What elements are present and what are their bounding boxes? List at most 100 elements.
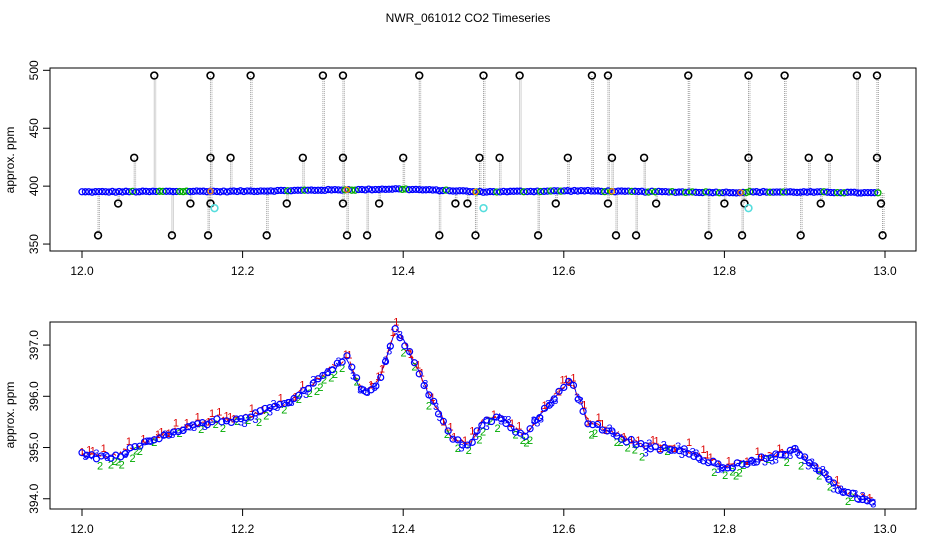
spike-point-357 bbox=[342, 231, 352, 240]
baseline-point bbox=[270, 187, 278, 195]
baseline-point-flag bbox=[207, 188, 214, 195]
point-label: 1 bbox=[585, 417, 591, 429]
trend-point bbox=[507, 424, 515, 432]
baseline-point bbox=[169, 187, 177, 196]
baseline-point bbox=[530, 188, 538, 196]
baseline-point bbox=[520, 188, 528, 196]
trend-point bbox=[839, 488, 847, 497]
trend-point bbox=[748, 456, 756, 464]
point-label: 2 bbox=[198, 424, 204, 436]
point-label: 1 bbox=[509, 418, 515, 430]
point-label: 2 bbox=[455, 443, 461, 455]
bottom-y-axis: 394.0 395.0 396.0 397.0 bbox=[27, 330, 50, 514]
bottom-y-tick-label: 397.0 bbox=[27, 330, 41, 360]
baseline-point bbox=[95, 187, 103, 196]
baseline-point bbox=[756, 188, 764, 197]
point-label: 3 bbox=[856, 494, 862, 506]
point-label: 2 bbox=[296, 394, 302, 406]
point-label: 3 bbox=[180, 425, 186, 437]
bottom-x-tick-label: 12.4 bbox=[392, 522, 416, 536]
baseline-point bbox=[793, 188, 801, 197]
baseline-point bbox=[246, 187, 255, 195]
trend-point bbox=[377, 373, 385, 382]
baseline-point bbox=[543, 187, 552, 195]
baseline-point bbox=[574, 187, 582, 195]
trend-point bbox=[309, 379, 317, 387]
top-spike-lines bbox=[97, 75, 885, 236]
trend-point bbox=[820, 469, 828, 477]
point-label: 3 bbox=[242, 418, 248, 430]
baseline-point bbox=[321, 186, 329, 195]
point-label: 1 bbox=[628, 435, 634, 447]
trend-point bbox=[184, 423, 192, 431]
baseline-point bbox=[408, 185, 417, 194]
baseline-point bbox=[351, 186, 359, 194]
baseline-point bbox=[375, 185, 383, 194]
spike-point-385 bbox=[206, 199, 215, 208]
trend-point bbox=[141, 438, 149, 446]
baseline-point bbox=[668, 188, 676, 196]
point-label: 2 bbox=[798, 460, 804, 472]
spike-point-425 bbox=[804, 153, 813, 162]
trend-point bbox=[598, 426, 606, 434]
point-label: 2 bbox=[115, 456, 121, 468]
spike-point-high bbox=[246, 71, 255, 80]
baseline-point-flag bbox=[608, 188, 616, 195]
point-label: 1 bbox=[195, 412, 201, 424]
baseline-point bbox=[91, 188, 100, 196]
point-label: 1 bbox=[393, 317, 399, 329]
baseline-point bbox=[395, 185, 403, 193]
baseline-point bbox=[182, 187, 191, 195]
spike-point-425 bbox=[872, 153, 882, 162]
baseline-point bbox=[85, 188, 93, 196]
point-label: 2 bbox=[711, 467, 717, 479]
bottom-y-axis-label: approx. ppm bbox=[3, 382, 17, 449]
spike-point-425 bbox=[495, 153, 504, 162]
trend-point bbox=[121, 449, 129, 458]
trend-point bbox=[328, 366, 337, 374]
point-label: 2 bbox=[588, 430, 594, 442]
trend-point bbox=[396, 334, 404, 342]
point-label: 3 bbox=[382, 355, 388, 367]
baseline-point bbox=[152, 187, 160, 196]
trend-point bbox=[131, 442, 139, 451]
trend-point bbox=[290, 394, 298, 403]
trend-point bbox=[791, 444, 799, 453]
baseline-point bbox=[483, 188, 491, 196]
trend-point bbox=[550, 395, 558, 403]
point-label: 2 bbox=[740, 460, 746, 472]
point-label: 3 bbox=[83, 451, 89, 463]
baseline-point bbox=[746, 187, 754, 196]
baseline-point bbox=[118, 188, 127, 196]
bottom-x-axis: 12.0 12.2 12.4 12.6 12.8 13.0 bbox=[70, 509, 897, 536]
baseline-point bbox=[830, 189, 838, 197]
point-label: 3 bbox=[325, 366, 331, 378]
point-label: 3 bbox=[679, 449, 685, 461]
point-label: 2 bbox=[256, 417, 262, 429]
point-label: 1 bbox=[448, 421, 454, 433]
trend-point bbox=[314, 375, 322, 383]
point-label: 1 bbox=[209, 408, 215, 420]
baseline-point bbox=[658, 188, 666, 196]
baseline-point bbox=[368, 186, 376, 194]
trend-point bbox=[367, 386, 375, 394]
baseline-point bbox=[850, 188, 858, 196]
point-label: 2 bbox=[617, 437, 623, 449]
trend-point bbox=[613, 432, 621, 440]
trend-point bbox=[719, 464, 727, 472]
point-label: 3 bbox=[534, 417, 540, 429]
trend-point bbox=[343, 352, 351, 360]
spike-point-385 bbox=[551, 199, 560, 208]
baseline-point bbox=[314, 186, 322, 194]
bottom-x-tick-label: 12.8 bbox=[713, 522, 737, 536]
point-label: 2 bbox=[220, 423, 226, 435]
baseline-point bbox=[776, 188, 784, 196]
baseline-point bbox=[385, 185, 393, 193]
baseline-point bbox=[219, 187, 228, 195]
trend-point bbox=[232, 415, 240, 423]
point-label: 2 bbox=[476, 435, 482, 447]
top-x-tick-label: 13.0 bbox=[873, 264, 897, 278]
baseline-point bbox=[213, 187, 221, 196]
point-label: 2 bbox=[592, 428, 598, 440]
spike-point-357 bbox=[796, 231, 805, 240]
